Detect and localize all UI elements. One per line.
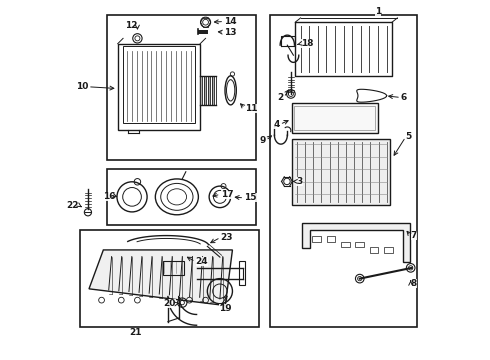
Bar	[200, 76, 202, 105]
Bar	[384, 247, 393, 253]
Bar	[123, 45, 195, 123]
Text: 11: 11	[245, 104, 258, 113]
Text: 23: 23	[220, 233, 233, 242]
Text: 3: 3	[296, 177, 302, 186]
Text: 19: 19	[219, 303, 232, 312]
Polygon shape	[89, 250, 232, 306]
Circle shape	[406, 264, 415, 272]
Text: 6: 6	[401, 93, 407, 102]
Text: 1: 1	[374, 7, 381, 16]
Bar	[80, 230, 259, 327]
Bar	[163, 261, 184, 275]
Polygon shape	[302, 223, 410, 262]
Text: 15: 15	[245, 193, 257, 202]
Bar	[341, 242, 350, 247]
Text: 8: 8	[411, 279, 417, 288]
Bar	[292, 103, 378, 134]
Text: 21: 21	[129, 328, 142, 337]
Bar	[270, 15, 417, 327]
Text: 7: 7	[411, 231, 417, 240]
Text: 2: 2	[277, 93, 284, 102]
Text: 17: 17	[220, 190, 233, 199]
Bar	[292, 139, 390, 205]
Text: 12: 12	[125, 21, 137, 30]
Bar	[204, 76, 206, 105]
Text: 18: 18	[300, 39, 313, 48]
Bar	[212, 76, 214, 105]
Text: 22: 22	[66, 201, 78, 210]
Bar	[118, 44, 200, 130]
Text: 20: 20	[163, 299, 176, 308]
Text: 5: 5	[406, 132, 412, 141]
Text: 16: 16	[103, 192, 115, 201]
Text: 9: 9	[259, 136, 266, 145]
Circle shape	[355, 274, 364, 283]
Bar	[239, 261, 245, 285]
Text: 4: 4	[273, 120, 280, 129]
Text: 14: 14	[224, 17, 237, 26]
Bar	[327, 236, 335, 242]
Bar	[370, 247, 378, 253]
Bar	[294, 106, 375, 130]
Text: 13: 13	[224, 28, 237, 37]
Text: 24: 24	[196, 257, 208, 266]
Text: 10: 10	[75, 82, 88, 91]
Bar	[313, 236, 321, 242]
Bar	[208, 76, 210, 105]
Bar	[107, 169, 256, 225]
Bar	[295, 22, 392, 76]
Bar	[107, 15, 256, 160]
Bar	[355, 242, 364, 247]
